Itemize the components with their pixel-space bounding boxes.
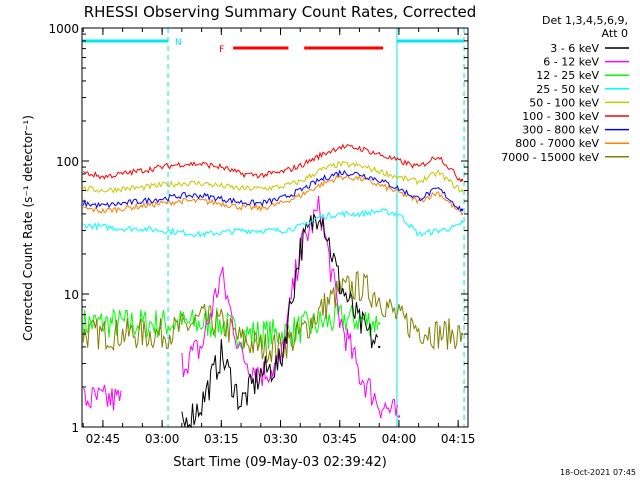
series-line — [82, 384, 122, 411]
legend-label-50-100-kev: 50 - 100 keV — [529, 96, 599, 109]
y-tick-label: 100 — [56, 155, 79, 169]
annotations-layer: NF — [82, 28, 465, 427]
legend-label-7000-15000-kev: 7000 - 15000 keV — [501, 151, 599, 164]
series-300-800-kev — [82, 169, 464, 212]
series-line — [83, 173, 463, 215]
series-800-7000-kev — [83, 173, 464, 216]
series-100-300-kev — [82, 143, 464, 183]
legend-label-300-800-kev: 300 - 800 keV — [522, 124, 599, 137]
series-end-point — [377, 345, 381, 349]
legend-label-800-7000-kev: 800 - 7000 keV — [515, 137, 599, 150]
series-end-point — [397, 415, 401, 418]
legend-label-3-6-kev: 3 - 6 keV — [550, 42, 599, 55]
y-axis-label: Corrected Count Rate (s⁻¹ detector⁻¹) — [21, 115, 35, 341]
series-7000-15000-kev — [82, 271, 464, 363]
y-tick-label: 1000 — [48, 22, 79, 36]
legend-label-100-300-kev: 100 - 300 keV — [522, 110, 599, 123]
series-end-point — [460, 220, 464, 223]
x-tick-label: 03:00 — [145, 432, 180, 446]
series-end-point — [460, 178, 464, 182]
series-6-12-kev — [82, 195, 401, 419]
x-tick-label: 03:30 — [263, 432, 298, 446]
legend-label-6-12-kev: 6 - 12 keV — [543, 56, 599, 69]
series-25-50-kev — [83, 208, 464, 238]
series-line — [82, 271, 463, 363]
chart-title: RHESSI Observing Summary Count Rates, Co… — [84, 3, 477, 21]
series-line — [82, 143, 463, 183]
x-axis-label: Start Time (09-May-03 02:39:42) — [173, 455, 387, 470]
x-tick-label: 03:15 — [204, 432, 239, 446]
x-tick-label: 04:15 — [441, 432, 476, 446]
series-3-6-kev — [181, 214, 381, 429]
series-12-25-kev — [82, 303, 381, 352]
series-line — [82, 303, 379, 352]
x-tick-label: 04:00 — [382, 432, 417, 446]
legend-label-12-25-kev: 12 - 25 keV — [536, 69, 599, 82]
legend-label-25-50-kev: 25 - 50 keV — [536, 83, 599, 96]
y-axis: 1 10 100 1000 — [48, 22, 468, 435]
series-end-point — [377, 322, 381, 325]
y-tick-label: 10 — [64, 288, 79, 302]
flag-label: F — [219, 45, 224, 55]
series-line — [82, 169, 463, 212]
series-line — [83, 208, 463, 238]
y-tick-label: 1 — [71, 421, 79, 435]
x-tick-label: 03:45 — [322, 432, 357, 446]
series-line — [82, 160, 463, 194]
plot-frame — [81, 27, 469, 428]
x-axis: 02:45 03:00 03:15 03:30 03:45 04:00 04:15 — [82, 28, 476, 446]
series-end-point — [460, 212, 464, 216]
x-tick-label: 02:45 — [86, 432, 121, 446]
timestamp: 18-Oct-2021 07:45 — [560, 468, 636, 477]
series-end-point — [460, 208, 464, 211]
legend-header-line-2: Att 0 — [602, 27, 628, 40]
series-layer — [82, 143, 464, 429]
series-50-100-kev — [82, 160, 464, 194]
series-end-point — [460, 332, 464, 336]
series-end-point — [460, 189, 464, 192]
series-line — [181, 195, 398, 419]
series-line — [181, 214, 379, 429]
night-label: N — [175, 38, 182, 48]
legend-header-line-1: Det 1,3,4,5,6,9, — [542, 14, 628, 27]
